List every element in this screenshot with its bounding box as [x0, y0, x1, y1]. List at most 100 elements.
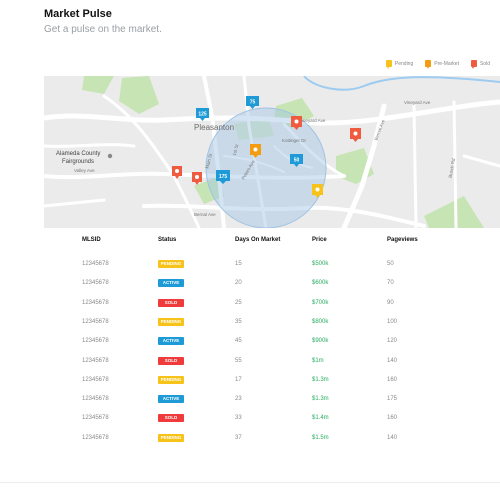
market-map[interactable]: Pleasanton Alameda County Fairgrounds Vi…	[44, 76, 500, 228]
column-header-days[interactable]: Days On Market	[235, 237, 281, 243]
page-title: Market Pulse	[44, 8, 112, 20]
column-header-pageviews[interactable]: Pageviews	[387, 237, 418, 243]
premarket-pin-icon	[425, 60, 432, 69]
price-cell: $1.5m	[312, 434, 329, 441]
status-badge: SOLD	[158, 356, 184, 365]
pending-pin-icon	[385, 60, 392, 69]
status-badge: ACTIVE	[158, 279, 184, 288]
page-subtitle: Get a pulse on the market.	[44, 24, 162, 35]
status-badge: ACTIVE	[158, 337, 184, 346]
price-cell: $1.3m	[312, 376, 329, 383]
park-area	[234, 118, 274, 140]
legend-label: Sold	[479, 60, 490, 67]
divider	[0, 482, 500, 483]
days-on-market-cell: 23	[235, 396, 242, 403]
mlsid-cell: 12345678	[82, 299, 109, 306]
sold-pin-icon[interactable]	[172, 166, 182, 179]
price-cell: $1.4m	[312, 415, 329, 422]
legend-label: Pending	[394, 60, 414, 67]
park-area	[424, 196, 484, 228]
cluster-count: 125	[198, 112, 207, 118]
cluster-marker[interactable]: 50	[290, 154, 303, 167]
column-header-mlsid[interactable]: MLSID	[82, 237, 101, 243]
street-label: Vineyard Ave	[404, 100, 431, 105]
pageviews-cell: 120	[387, 338, 398, 345]
sold-pin-icon	[470, 60, 477, 69]
table-row[interactable]: 12345678 PENDING 17 $1.3m 160	[0, 375, 500, 389]
cluster-marker[interactable]: 175	[216, 170, 230, 184]
pageviews-cell: 90	[387, 299, 394, 306]
road-network	[44, 76, 500, 228]
table-row[interactable]: 12345678 SOLD 25 $700k 90	[0, 298, 500, 312]
cluster-marker[interactable]: 125	[196, 108, 209, 121]
pageviews-cell: 160	[387, 376, 398, 383]
mlsid-cell: 12345678	[82, 415, 109, 422]
cluster-count: 50	[294, 158, 300, 164]
table-row[interactable]: 12345678 PENDING 15 $500k 50	[0, 260, 500, 273]
table-row[interactable]: 12345678 ACTIVE 45 $900k 120	[0, 337, 500, 350]
days-on-market-cell: 20	[235, 280, 242, 287]
cluster-marker[interactable]: 75	[246, 96, 259, 109]
table-row[interactable]: 12345678 ACTIVE 20 $600k 70	[0, 279, 500, 292]
mlsid-cell: 12345678	[82, 318, 109, 325]
poi-marker-icon	[107, 153, 113, 159]
days-on-market-cell: 35	[235, 318, 242, 325]
legend-item-premarket[interactable]: Pre-Market	[425, 60, 459, 69]
column-header-price[interactable]: Price	[312, 237, 327, 243]
pageviews-cell: 160	[387, 415, 398, 422]
mlsid-cell: 12345678	[82, 434, 109, 441]
days-on-market-cell: 33	[235, 415, 242, 422]
park-area	[194, 176, 224, 204]
table-row[interactable]: 12345678 ACTIVE 23 $1.3m 175	[0, 395, 500, 408]
column-header-status[interactable]: Status	[158, 237, 177, 243]
mlsid-cell: 12345678	[82, 261, 109, 267]
mlsid-cell: 12345678	[82, 396, 109, 403]
street-label: 1st St	[232, 143, 240, 156]
premarket-pin-icon[interactable]	[250, 144, 261, 158]
price-cell: $900k	[312, 338, 329, 345]
days-on-market-cell: 37	[235, 434, 242, 441]
days-on-market-cell: 15	[235, 261, 242, 267]
legend-label: Pre-Market	[434, 60, 459, 67]
street-label: Kottinger Dr	[282, 138, 307, 143]
sold-pin-icon[interactable]	[192, 172, 202, 185]
table-row[interactable]: 12345678 SOLD 33 $1.4m 160	[0, 414, 500, 427]
sold-pin-icon[interactable]	[350, 128, 361, 142]
status-badge: PENDING	[158, 260, 184, 268]
legend-item-sold[interactable]: Sold	[470, 60, 490, 69]
mlsid-cell: 12345678	[82, 376, 109, 383]
cluster-count: 75	[250, 100, 256, 106]
pageviews-cell: 50	[387, 261, 394, 267]
legend-item-pending[interactable]: Pending	[385, 60, 414, 69]
status-badge: PENDING	[158, 317, 184, 326]
park-area	[119, 76, 159, 114]
mlsid-cell: 12345678	[82, 338, 109, 345]
table-row[interactable]: 12345678 PENDING 37 $1.5m 140	[0, 433, 500, 447]
mlsid-cell: 12345678	[82, 357, 109, 364]
pageviews-cell: 100	[387, 318, 398, 325]
price-cell: $1.3m	[312, 396, 329, 403]
table-row[interactable]: 12345678 PENDING 35 $800k 100	[0, 317, 500, 331]
park-area	[82, 76, 114, 94]
street-label: Valley Ave	[74, 168, 95, 173]
price-cell: $800k	[312, 318, 329, 325]
street-label: Main St	[204, 152, 213, 169]
status-badge: SOLD	[158, 414, 184, 423]
pageviews-cell: 140	[387, 357, 398, 364]
search-radius[interactable]	[205, 107, 327, 228]
status-badge: SOLD	[158, 298, 184, 307]
town-label: Pleasanton	[194, 123, 234, 132]
map-canvas[interactable]: Pleasanton Alameda County Fairgrounds Vi…	[44, 76, 500, 228]
pending-pin-icon[interactable]	[312, 184, 323, 198]
street-label: Vineyard Ave	[299, 118, 326, 123]
poi-label: Alameda County	[56, 151, 100, 157]
table-row[interactable]: 12345678 SOLD 55 $1m 140	[0, 356, 500, 370]
mlsid-cell: 12345678	[82, 280, 109, 287]
price-cell: $600k	[312, 280, 329, 287]
street-label: Bernal Ave	[194, 212, 216, 217]
pageviews-cell: 140	[387, 434, 398, 441]
days-on-market-cell: 17	[235, 376, 242, 383]
sold-pin-icon[interactable]	[291, 116, 302, 130]
map-legend: Pending Pre-Market Sold	[385, 60, 490, 69]
price-cell: $500k	[312, 261, 329, 267]
